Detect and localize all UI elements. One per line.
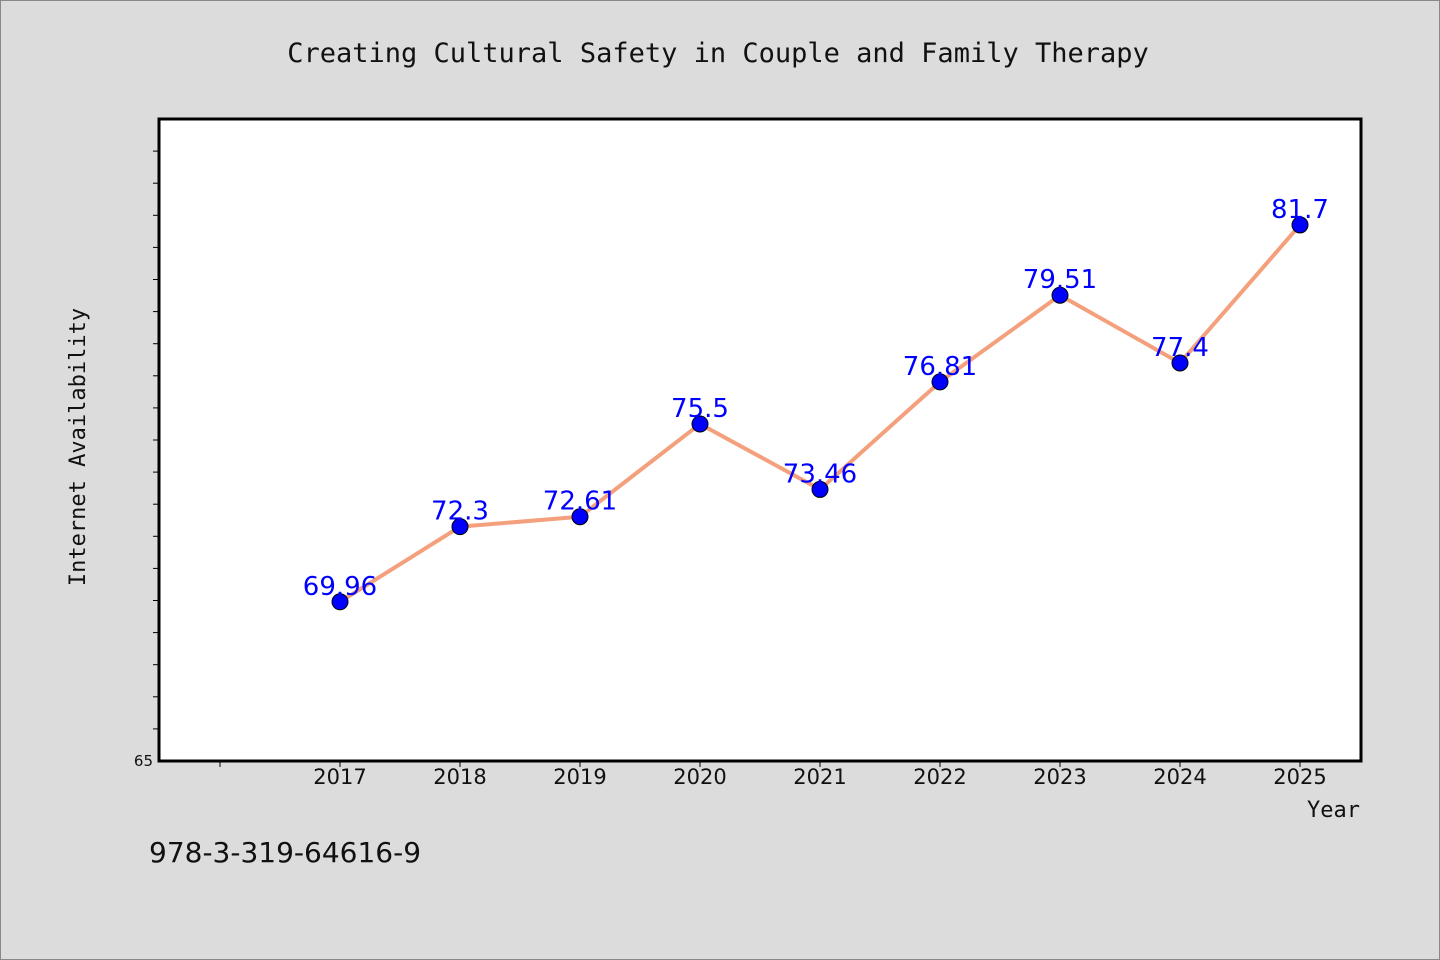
- x-tick-label: 2019: [553, 765, 606, 789]
- x-axis-ticks: 2017 2018 2019 2020 2021 2022 2023 2024 2025: [219, 761, 1327, 789]
- x-tick-label: 2018: [433, 765, 486, 789]
- x-tick-label: 2022: [913, 765, 966, 789]
- x-tick-label: 2021: [793, 765, 846, 789]
- data-point: [571, 508, 589, 526]
- data-label: 81.7: [1271, 195, 1329, 225]
- data-label: 76.81: [903, 352, 977, 382]
- data-label: 73.46: [783, 459, 857, 489]
- x-tick-label: 2020: [673, 765, 726, 789]
- y-axis-label: Internet Availability: [66, 308, 91, 586]
- data-label: 72.61: [543, 487, 617, 517]
- plot-area: [159, 119, 1361, 761]
- data-point: [931, 373, 949, 391]
- data-point: [1291, 216, 1309, 234]
- x-tick-label: 2024: [1153, 765, 1206, 789]
- data-label: 72.3: [431, 497, 489, 527]
- data-point: [331, 593, 349, 611]
- plot-frame: [157, 117, 1363, 763]
- data-labels: 69.96 72.3 72.61 75.5 73.46 76.81 79.51 77.4 81.…: [303, 195, 1329, 602]
- data-label: 79.51: [1023, 265, 1097, 295]
- x-tick-label: 2017: [313, 765, 366, 789]
- data-point: [1051, 286, 1069, 304]
- y-tick-label-min: 65: [134, 752, 153, 770]
- data-point: [811, 480, 829, 498]
- isbn-footer: 978-3-319-64616-9: [149, 836, 421, 869]
- data-label: 69.96: [303, 572, 377, 602]
- chart-title: Creating Cultural Safety in Couple and F…: [287, 38, 1149, 69]
- data-point: [691, 415, 709, 433]
- x-tick-label: 2023: [1033, 765, 1086, 789]
- data-point: [451, 518, 469, 536]
- data-markers: [331, 216, 1309, 611]
- x-axis-label: Year: [1307, 798, 1360, 823]
- data-point: [1171, 354, 1189, 372]
- data-label: 77.4: [1151, 333, 1209, 363]
- data-label: 75.5: [671, 394, 729, 424]
- x-tick-label: 2025: [1273, 765, 1326, 789]
